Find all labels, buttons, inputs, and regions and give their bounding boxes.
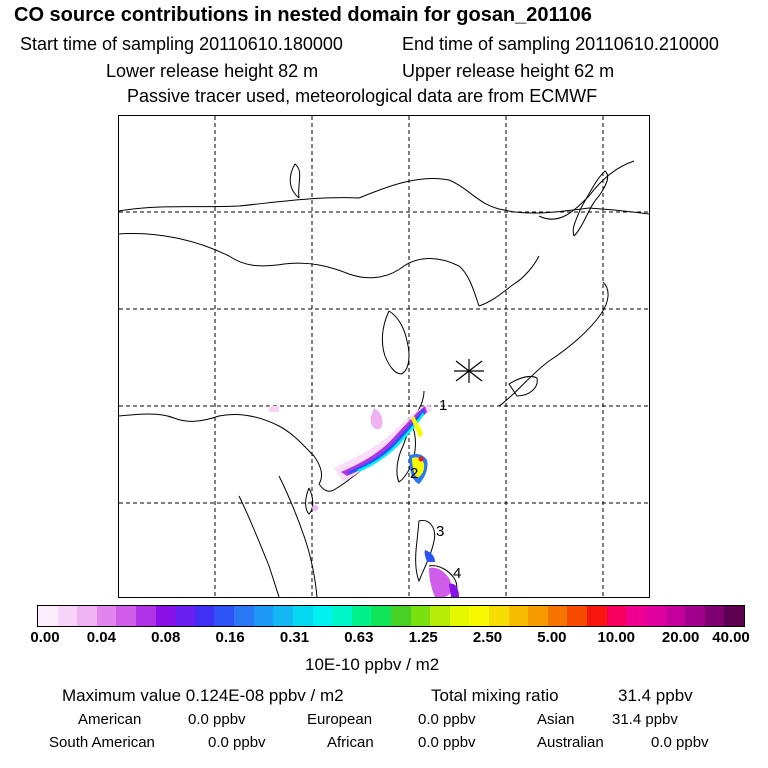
color-swatch [489,606,509,626]
color-swatch [469,606,490,626]
color-swatch [724,606,744,626]
start-time-text: Start time of sampling 20110610.180000 [20,34,343,54]
color-swatch [430,606,450,626]
map-canvas: 1 2 3 4 [119,116,649,597]
color-swatch [449,606,470,626]
color-swatch [645,606,666,626]
map-grid [119,116,649,597]
scale-tick-label: 20.00 [661,629,700,646]
plume-field [269,403,459,597]
scale-tick-label: 0.04 [86,629,116,646]
color-swatch [292,606,313,626]
color-swatch [312,606,333,626]
total-mixing-value: 31.4 ppbv [618,686,693,705]
color-swatch [528,606,548,626]
american-value: 0.0 ppbv [188,711,246,728]
color-swatch [371,606,391,626]
end-time-text: End time of sampling 20110610.210000 [402,34,719,54]
european-value: 0.0 ppbv [418,711,476,728]
color-swatch [390,606,411,626]
color-swatch [234,606,254,626]
color-swatch [57,606,78,626]
scale-tick-label: 0.00 [30,629,60,646]
color-swatch [136,606,156,626]
american-label: American [78,711,142,728]
scale-tick-label: 0.08 [151,629,181,646]
color-swatch [77,606,97,626]
asian-label: Asian [537,711,575,728]
map-coastlines [119,160,649,597]
african-value: 0.0 ppbv [418,734,476,751]
scale-tick-label: 10.00 [597,629,636,646]
map-label-1: 1 [439,397,447,414]
scale-tick-label: 2.50 [472,629,503,646]
upper-height-text: Upper release height 62 m [402,61,615,81]
color-swatch [606,606,627,626]
asian-value: 31.4 ppbv [612,711,678,728]
african-label: African [327,734,374,751]
plot-title: CO source contributions in nested domain… [14,4,592,26]
total-mixing-label: Total mixing ratio [431,686,559,705]
color-swatch [410,606,431,626]
color-swatch [685,606,705,626]
map-label-3: 3 [436,523,444,540]
color-swatch [253,606,274,626]
max-value-text: Maximum value 0.124E-08 ppbv / m2 [62,686,344,705]
color-swatch [587,606,607,626]
color-swatch [273,606,293,626]
scale-tick-label: 0.16 [215,629,245,646]
scale-tick-label: 5.00 [537,629,567,646]
map-panel: 1 2 3 4 [118,115,650,598]
color-swatch [116,606,137,626]
asterisk-marker-icon [454,359,484,383]
scale-tick-label: 0.31 [279,629,310,646]
color-swatch [567,606,588,626]
color-swatch [704,606,725,626]
australian-value: 0.0 ppbv [651,734,709,751]
scale-unit-text: 10E-10 ppbv / m2 [305,655,440,674]
color-swatch [38,606,58,626]
color-swatch [547,606,568,626]
south-american-label: South American [49,734,155,751]
color-swatch [665,606,686,626]
european-label: European [307,711,373,728]
color-swatch [626,606,646,626]
color-scale-bar [37,605,745,627]
scale-tick-label: 40.00 [712,629,750,646]
color-swatch [332,606,352,626]
color-swatch [508,606,529,626]
color-swatch [351,606,372,626]
color-swatch [214,606,235,626]
australian-label: Australian [537,734,604,751]
color-swatch [175,606,195,626]
tracer-info-text: Passive tracer used, meteorological data… [127,86,598,106]
map-label-4: 4 [453,565,461,582]
map-label-2: 2 [410,465,418,482]
south-american-value: 0.0 ppbv [208,734,266,751]
color-swatch [96,606,117,626]
color-swatch [194,606,215,626]
scale-tick-label: 0.63 [344,629,374,646]
lower-height-text: Lower release height 82 m [106,61,319,81]
scale-tick-label: 1.25 [408,629,438,646]
color-swatch [155,606,176,626]
